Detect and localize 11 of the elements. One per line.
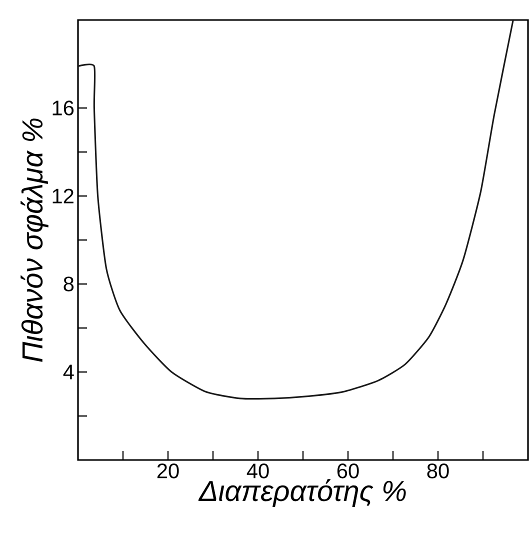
x-tick-label: 80 (427, 464, 449, 478)
y-tick-label: 12 (52, 188, 74, 204)
line-series (77, 19, 514, 400)
y-tick-label: 16 (52, 100, 74, 116)
y-tick-label: 4 (63, 364, 74, 380)
x-tick-label: 60 (337, 464, 359, 478)
y-axis-title: Πιθανόν σφάλμα % (20, 118, 48, 362)
x-tick-label: 20 (157, 464, 179, 478)
y-tick-label: 8 (64, 276, 74, 292)
x-tick-label: 40 (246, 464, 269, 478)
x-axis-title: Διαπερατότης % (198, 479, 406, 507)
